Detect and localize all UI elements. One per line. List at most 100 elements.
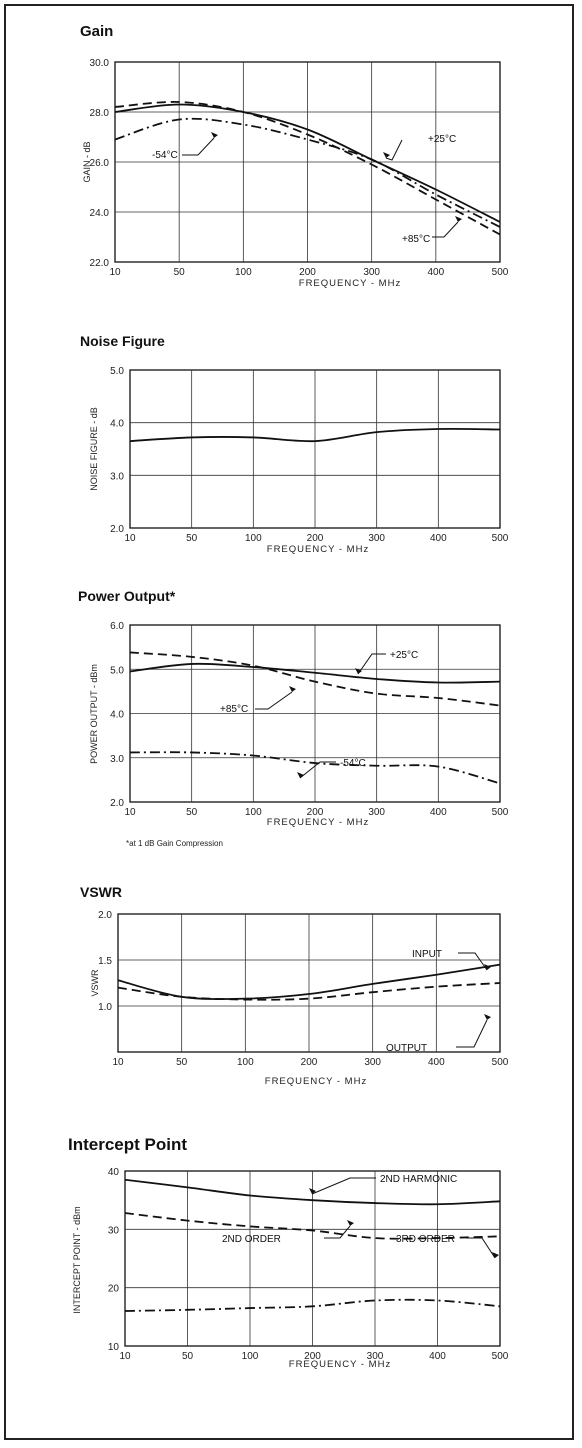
series-annotation: 3RD ORDER <box>396 1234 455 1245</box>
x-tick-label: 100 <box>237 1057 254 1068</box>
series-annotation: INPUT <box>412 949 442 960</box>
footnote: *at 1 dB Gain Compression <box>126 839 223 848</box>
annotation-leader <box>385 139 403 161</box>
y-tick-label: 24.0 <box>90 208 110 219</box>
series-annotation: 2ND HARMONIC <box>380 1174 457 1185</box>
x-tick-label: 300 <box>368 533 385 544</box>
y-tick-label: 30.0 <box>90 58 110 69</box>
x-tick-label: 10 <box>112 1057 124 1068</box>
x-tick-label: 50 <box>182 1351 194 1362</box>
y-tick-label: 20 <box>108 1284 120 1295</box>
x-tick-label: 300 <box>363 267 380 278</box>
y-axis-label: NOISE FIGURE - dB <box>89 407 99 491</box>
chart-title: VSWR <box>80 884 122 900</box>
annotation-arrowhead <box>484 964 491 970</box>
x-tick-label: 300 <box>368 807 385 818</box>
series-line-2 <box>117 982 501 1001</box>
y-tick-label: 3.0 <box>110 471 124 482</box>
x-axis-label: FREQUENCY - MHz <box>267 544 369 555</box>
y-tick-label: 2.0 <box>98 910 112 921</box>
annotation-arrowhead <box>347 1220 354 1226</box>
series-line-2 <box>124 1212 501 1240</box>
series-line-3 <box>129 751 501 785</box>
x-tick-label: 50 <box>176 1057 188 1068</box>
series-line-1 <box>129 427 501 443</box>
page-border <box>4 4 574 1440</box>
x-tick-label: 200 <box>301 1057 318 1068</box>
chart-title: Gain <box>80 23 113 40</box>
x-tick-label: 400 <box>427 267 444 278</box>
y-tick-label: 4.0 <box>110 710 124 721</box>
annotation-leader <box>458 952 488 971</box>
x-tick-label: 50 <box>174 267 186 278</box>
annotation-arrowhead <box>355 668 362 674</box>
x-tick-label: 10 <box>124 807 136 818</box>
y-tick-label: 5.0 <box>110 665 124 676</box>
series-line-3 <box>114 101 501 236</box>
x-tick-label: 50 <box>186 533 198 544</box>
y-tick-label: 40 <box>108 1167 120 1178</box>
x-tick-label: 200 <box>299 267 316 278</box>
x-tick-label: 400 <box>429 1351 446 1362</box>
y-tick-label: 5.0 <box>110 366 124 377</box>
annotation-leader <box>456 1019 488 1048</box>
series-line-2 <box>114 117 501 228</box>
series-annotation: +25°C <box>428 134 456 145</box>
y-tick-label: 2.0 <box>110 524 124 535</box>
annotation-arrowhead <box>289 686 296 692</box>
x-tick-label: 300 <box>367 1351 384 1362</box>
annotation-leader <box>311 1177 376 1195</box>
x-tick-label: 200 <box>307 533 324 544</box>
annotation-arrowhead <box>383 152 390 158</box>
annotation-leader <box>466 1237 496 1259</box>
x-tick-label: 100 <box>235 267 252 278</box>
y-tick-label: 3.0 <box>110 754 124 765</box>
x-tick-label: 500 <box>492 267 509 278</box>
chart-title: Intercept Point <box>68 1135 187 1154</box>
annotation-arrowhead <box>309 1188 316 1194</box>
series-annotation: +85°C <box>402 234 430 245</box>
x-tick-label: 100 <box>242 1351 259 1362</box>
series-annotation: -54°C <box>340 758 366 769</box>
y-axis-label: POWER OUTPUT - dBm <box>89 664 99 764</box>
annotation-arrowhead <box>297 772 304 778</box>
x-tick-label: 500 <box>492 1351 509 1362</box>
x-tick-label: 50 <box>186 807 198 818</box>
y-tick-label: 1.0 <box>98 1002 112 1013</box>
chart-title: Noise Figure <box>80 333 165 349</box>
y-tick-label: 6.0 <box>110 621 124 632</box>
x-tick-label: 100 <box>245 807 262 818</box>
chart-3: Power Output* 10 50 100 200 300 400 500 2.0 3.0 4.… <box>78 588 509 848</box>
y-tick-label: 30 <box>108 1225 120 1236</box>
annotation-arrowhead <box>484 1014 491 1020</box>
y-tick-label: 1.5 <box>98 956 112 967</box>
chart-5: Intercept Point 10 50 100 200 300 400 500 10 20 30… <box>68 1135 509 1370</box>
x-tick-label: 10 <box>109 267 121 278</box>
y-tick-label: 4.0 <box>110 419 124 430</box>
chart-1: Gain 10 50 100 200 300 400 500 22.0 24.0 26.0 28.0 3… <box>80 23 509 289</box>
x-tick-label: 400 <box>428 1057 445 1068</box>
x-tick-label: 100 <box>245 533 262 544</box>
annotation-arrowhead <box>492 1252 499 1258</box>
x-tick-label: 500 <box>492 807 509 818</box>
y-tick-label: 26.0 <box>90 158 110 169</box>
series-annotation: 2ND ORDER <box>222 1234 281 1245</box>
annotation-arrowhead <box>455 216 462 222</box>
x-tick-label: 200 <box>307 807 324 818</box>
annotation-leader <box>299 761 336 779</box>
x-axis-label: FREQUENCY - MHz <box>289 1359 391 1370</box>
annotation-leader <box>432 221 459 238</box>
x-tick-label: 10 <box>124 533 136 544</box>
x-tick-label: 300 <box>364 1057 381 1068</box>
x-axis-label: FREQUENCY - MHz <box>267 817 369 828</box>
annotation-leader <box>255 691 293 710</box>
y-axis-label: VSWR <box>90 969 100 997</box>
annotation-arrowhead <box>211 132 218 138</box>
y-axis-label: INTERCEPT POINT - dBm <box>72 1206 82 1313</box>
series-annotation: +85°C <box>220 704 248 715</box>
y-tick-label: 10 <box>108 1342 120 1353</box>
x-tick-label: 400 <box>430 807 447 818</box>
x-tick-label: 400 <box>430 533 447 544</box>
annotation-leader <box>357 653 386 675</box>
